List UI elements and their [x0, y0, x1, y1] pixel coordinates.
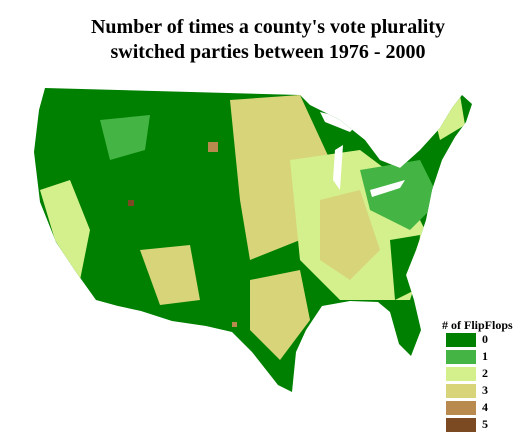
- lake: [370, 180, 405, 197]
- legend-swatch: [446, 401, 476, 415]
- region-patch: [128, 200, 134, 206]
- legend-title: # of FlipFlops: [442, 318, 513, 332]
- legend-label: 0: [482, 332, 488, 346]
- legend-swatch: [446, 367, 476, 381]
- region-patch: [250, 270, 310, 360]
- legend: 0 1 2 3 4 5: [446, 332, 488, 432]
- region-patch: [360, 160, 440, 230]
- lake: [333, 145, 343, 190]
- legend-label: 4: [482, 400, 488, 414]
- legend-swatch: [446, 384, 476, 398]
- county-map: [34, 88, 472, 392]
- legend-label: 5: [482, 417, 488, 431]
- region-patch: [390, 235, 420, 300]
- region-patch: [40, 180, 90, 280]
- legend-label: 2: [482, 366, 488, 380]
- title-line: Number of times a county's vote pluralit…: [91, 16, 445, 38]
- legend-swatch: [446, 333, 476, 347]
- region-patch: [140, 245, 200, 305]
- title-line: switched parties between 1976 - 2000: [111, 41, 426, 63]
- region-patch: [208, 142, 218, 152]
- legend-label: 3: [482, 383, 488, 397]
- region-patch: [100, 115, 150, 160]
- region-patch: [320, 190, 380, 280]
- legend-swatch: [446, 418, 476, 432]
- legend-label: 1: [482, 349, 488, 363]
- region-patch: [232, 322, 237, 327]
- legend-swatch: [446, 350, 476, 364]
